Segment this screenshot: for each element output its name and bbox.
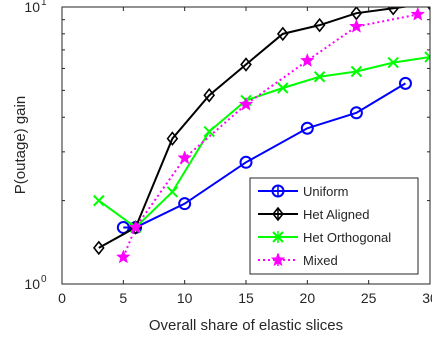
legend-label-uniform: Uniform	[303, 184, 349, 199]
data-point-het-aligned	[166, 131, 179, 146]
data-point-mixed	[128, 219, 143, 234]
x-tick-label: 0	[58, 290, 66, 306]
data-point-het-orthogonal	[93, 194, 105, 207]
data-point-uniform	[349, 106, 363, 120]
legend: Uniform Het Aligned Het Orthogonal Mixed	[249, 177, 419, 275]
data-point-mixed	[300, 52, 315, 67]
data-point-mixed	[410, 7, 426, 21]
data-point-mixed	[116, 249, 131, 264]
data-point-het-orthogonal	[313, 71, 326, 83]
data-point-het-orthogonal	[166, 186, 179, 198]
legend-item-mixed: Mixed	[258, 252, 338, 268]
data-point-het-aligned	[276, 26, 289, 42]
series-het-orthogonal	[93, 51, 430, 234]
x-tick-label: 30	[422, 290, 432, 306]
y-tick-exponent: 0	[41, 274, 47, 285]
legend-marker-het-orthogonal	[272, 231, 284, 243]
legend-item-het-aligned: Het Aligned	[258, 206, 370, 222]
x-tick-label: 10	[177, 290, 193, 306]
x-tick-label: 5	[119, 290, 127, 306]
data-point-uniform	[239, 155, 253, 169]
x-tick-label: 15	[238, 290, 254, 306]
series-layer	[92, 7, 430, 264]
data-point-mixed	[177, 150, 192, 165]
data-point-het-aligned	[240, 57, 252, 72]
data-point-het-aligned	[387, 7, 400, 16]
data-point-het-orthogonal	[350, 65, 363, 78]
series-line-het-aligned	[98, 7, 411, 249]
x-tick-label: 20	[300, 290, 316, 306]
axis-layer: 051015202530100101	[24, 0, 432, 306]
data-point-het-aligned	[92, 240, 105, 256]
y-axis-label: P(outage) gain	[12, 96, 29, 194]
data-point-het-aligned	[203, 88, 216, 103]
legend-label-het-aligned: Het Aligned	[303, 207, 370, 222]
legend-marker-uniform	[271, 184, 285, 198]
legend-item-het-orthogonal: Het Orthogonal	[258, 230, 391, 245]
data-point-het-aligned	[313, 17, 326, 33]
data-point-het-orthogonal	[424, 51, 430, 63]
legend-item-uniform: Uniform	[258, 184, 349, 199]
series-line-het-orthogonal	[98, 56, 430, 229]
data-point-uniform	[398, 76, 412, 90]
legend-marker-het-aligned	[272, 206, 284, 222]
data-point-het-orthogonal	[387, 56, 399, 69]
y-tick-label: 10	[24, 0, 40, 15]
data-point-mixed	[238, 96, 254, 111]
x-tick-label: 25	[361, 290, 377, 306]
series-mixed	[116, 7, 426, 264]
legend-marker-mixed	[270, 252, 286, 267]
data-point-uniform	[178, 197, 192, 211]
data-point-het-orthogonal	[277, 82, 289, 94]
y-tick-label: 10	[24, 276, 40, 292]
data-point-uniform	[300, 121, 314, 135]
data-point-mixed	[349, 18, 364, 33]
legend-label-het-orthogonal: Het Orthogonal	[303, 230, 391, 245]
legend-label-mixed: Mixed	[303, 253, 338, 268]
data-point-het-orthogonal	[203, 125, 215, 138]
y-tick-exponent: 1	[41, 0, 47, 8]
data-point-uniform	[116, 220, 130, 234]
x-axis-label: Overall share of elastic slices	[149, 317, 343, 334]
